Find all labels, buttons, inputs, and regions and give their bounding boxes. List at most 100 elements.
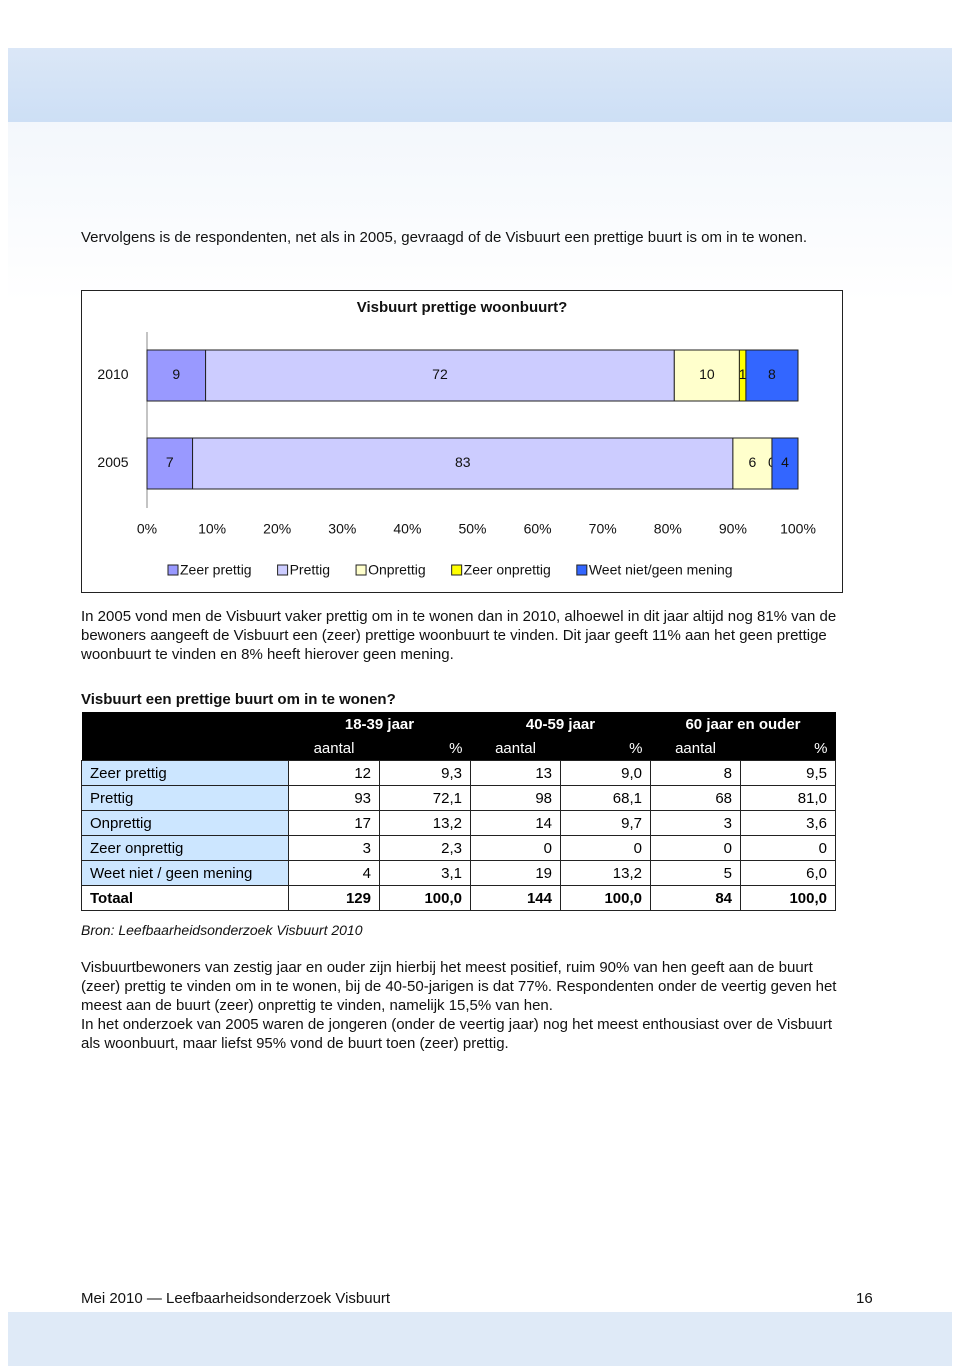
header-cell [81, 736, 289, 761]
table-cell: 5 [650, 860, 741, 886]
table-cell: 3,1 [379, 860, 471, 886]
data-label: 83 [455, 454, 471, 470]
paragraph: In het onderzoek van 2005 waren de jonge… [81, 1016, 833, 1052]
x-tick-label: 70% [589, 521, 617, 537]
subheader: aantal [650, 736, 741, 761]
subheader: aantal [470, 736, 561, 761]
bar-segment [146, 437, 194, 490]
legend-label: Weet niet/geen mening [589, 562, 733, 578]
table-title: Visbuurt een prettige buurt om in te won… [81, 691, 396, 708]
table-cell: 98 [470, 785, 561, 811]
y-tick-label: 2010 [97, 366, 128, 382]
x-tick-label: 0% [137, 521, 157, 537]
table-cell: 129 [288, 885, 380, 911]
x-tick-label: 100% [780, 521, 816, 537]
table-cell: 68 [650, 785, 741, 811]
data-label: 10 [699, 366, 715, 382]
table-cell: 81,0 [740, 785, 836, 811]
legend-swatch [277, 564, 289, 576]
table-row: Totaal 129 100,0 144 100,0 84 100,0 [81, 885, 836, 911]
chart: Visbuurt prettige woonbuurt? 0% 10% 20% 30%… [81, 290, 843, 593]
table-cell: 144 [470, 885, 561, 911]
table-row: Weet niet / geen mening 4 3,1 19 13,2 5 6,0 [81, 860, 836, 886]
x-tick-label: 80% [654, 521, 682, 537]
table-cell: 4 [288, 860, 380, 886]
row-label: Totaal [81, 885, 289, 911]
table-row: Onprettig 17 13,2 14 9,7 3 3,6 [81, 810, 836, 836]
legend-swatch [355, 564, 367, 576]
table-cell: 100,0 [740, 885, 836, 911]
header-fade [8, 122, 952, 302]
bar-segment [771, 437, 799, 490]
table-head: 18-39 jaar 40-59 jaar 60 jaar en ouder aant… [81, 712, 836, 761]
header-band [8, 48, 952, 122]
subheader: % [740, 736, 836, 761]
table-body: Zeer prettig 12 9,3 13 9,0 8 9,5 Prettig 93 72,1 9… [81, 760, 836, 911]
table: 18-39 jaar 40-59 jaar 60 jaar en ouder aant… [81, 712, 836, 911]
legend-label: Onprettig [368, 562, 426, 578]
x-tick-label: 40% [393, 521, 421, 537]
table-cell: 3 [650, 810, 741, 836]
table-cell: 100,0 [379, 885, 471, 911]
table-cell: 0 [740, 835, 836, 861]
group-header: 60 jaar en ouder [650, 712, 836, 736]
table-cell: 6,0 [740, 860, 836, 886]
header-row: aantal% aantal% aantal% [81, 736, 836, 761]
y-tick-label: 2005 [97, 454, 128, 470]
table-cell: 3 [288, 835, 380, 861]
table-cell: 13 [470, 760, 561, 786]
legend-swatch [167, 564, 179, 576]
x-tick-label: 20% [263, 521, 291, 537]
table-cell: 9,5 [740, 760, 836, 786]
table-cell: 72,1 [379, 785, 471, 811]
header-cell [81, 712, 289, 736]
paragraph: Visbuurtbewoners van zestig jaar en oude… [81, 959, 837, 1014]
row-label: Weet niet / geen mening [81, 860, 289, 886]
source: Bron: Leefbaarheidsonderzoek Visbuurt 20… [81, 922, 363, 938]
table-row: Zeer prettig 12 9,3 13 9,0 8 9,5 [81, 760, 836, 786]
data-label: 8 [768, 366, 776, 382]
table-cell: 17 [288, 810, 380, 836]
table-cell: 0 [560, 835, 651, 861]
subheader: % [560, 736, 651, 761]
subheader: % [379, 736, 471, 761]
table-cell: 0 [650, 835, 741, 861]
table-cell: 13,2 [560, 860, 651, 886]
table-cell: 3,6 [740, 810, 836, 836]
group-header: 18-39 jaar [288, 712, 471, 736]
row-label: Zeer prettig [81, 760, 289, 786]
footer-band [8, 1312, 952, 1366]
footer-text: Mei 2010 — Leefbaarheidsonderzoek Visbuu… [81, 1290, 391, 1307]
table-cell: 84 [650, 885, 741, 911]
table-row: Prettig 93 72,1 98 68,1 68 81,0 [81, 785, 836, 811]
paragraph: In 2005 vond men de Visbuurt vaker prett… [81, 608, 837, 663]
table-cell: 100,0 [560, 885, 651, 911]
bar-segment [732, 437, 773, 490]
table-cell: 14 [470, 810, 561, 836]
subheader: aantal [288, 736, 380, 761]
legend-swatch [451, 564, 463, 576]
table-cell: 8 [650, 760, 741, 786]
x-tick-label: 30% [328, 521, 356, 537]
bar-segment [745, 349, 799, 402]
data-label: 4 [781, 454, 789, 470]
bar-segment [192, 437, 734, 490]
x-tick-label: 60% [524, 521, 552, 537]
table-cell: 93 [288, 785, 380, 811]
table-cell: 9,0 [560, 760, 651, 786]
row-label: Onprettig [81, 810, 289, 836]
header-row: 18-39 jaar 40-59 jaar 60 jaar en ouder [81, 712, 836, 736]
group-header: 40-59 jaar [470, 712, 651, 736]
x-tick-label: 10% [198, 521, 226, 537]
x-tick-label: 90% [719, 521, 747, 537]
row-label: Zeer onprettig [81, 835, 289, 861]
intro: Vervolgens is de respondenten, net als i… [81, 229, 808, 246]
chart-title: Visbuurt prettige woonbuurt? [357, 299, 568, 316]
data-label: 9 [172, 366, 180, 382]
table-cell: 9,3 [379, 760, 471, 786]
x-tick-label: 50% [458, 521, 486, 537]
data-label: 1 [739, 366, 747, 382]
table-cell: 19 [470, 860, 561, 886]
table-cell: 9,7 [560, 810, 651, 836]
